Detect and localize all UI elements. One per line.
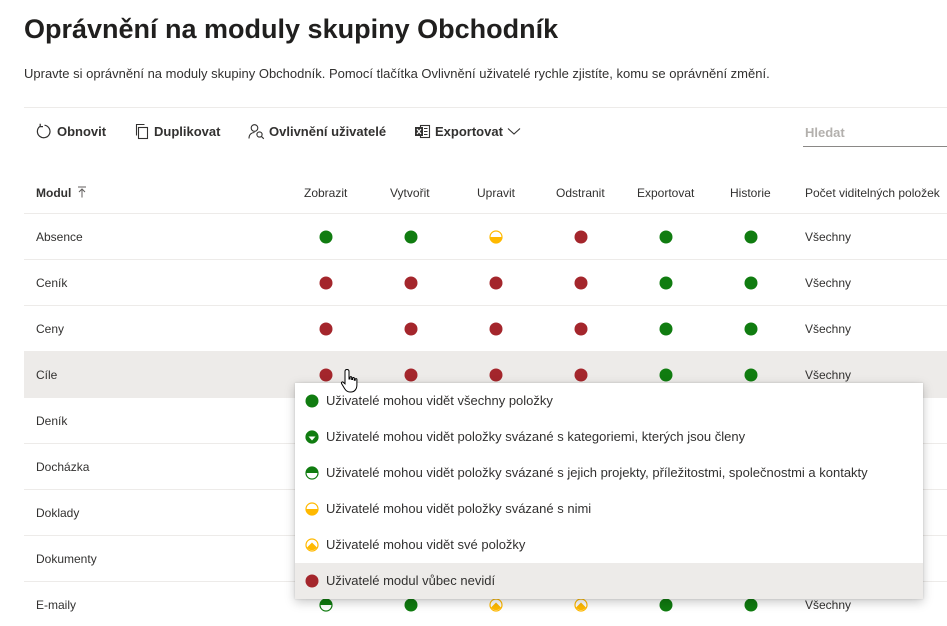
- table-row[interactable]: Absence Všechny: [24, 214, 947, 260]
- permission-delete-icon[interactable]: [574, 322, 588, 336]
- permission-export-icon[interactable]: [659, 276, 673, 290]
- page-description: Upravte si oprávnění na moduly skupiny O…: [24, 66, 770, 81]
- dropdown-option[interactable]: Uživatelé mohou vidět všechny položky: [295, 383, 923, 419]
- permission-view-icon[interactable]: [319, 230, 333, 244]
- toolbar: Obnovit Duplikovat Ovlivnění uživatelé E…: [24, 107, 947, 153]
- permission-history-icon[interactable]: [744, 598, 758, 612]
- module-name: Ceník: [36, 276, 68, 290]
- dropdown-option-label: Uživatelé mohou vidět položky svázané s …: [326, 429, 746, 444]
- sort-ascending-icon: [77, 186, 86, 198]
- duplicate-button[interactable]: Duplikovat: [134, 120, 220, 142]
- grid-header: Modul Zobrazit Vytvořit Upravit Odstrani…: [24, 172, 947, 214]
- permission-export-icon[interactable]: [659, 230, 673, 244]
- refresh-button[interactable]: Obnovit: [36, 120, 106, 142]
- column-header-edit[interactable]: Upravit: [477, 186, 516, 200]
- permission-delete-icon[interactable]: [574, 276, 588, 290]
- excel-icon: [415, 124, 431, 138]
- permission-export-icon[interactable]: [659, 322, 673, 336]
- search-box: [803, 118, 947, 147]
- affected-users-label: Ovlivnění uživatelé: [269, 123, 387, 139]
- permission-view-icon[interactable]: [319, 322, 333, 336]
- duplicate-label: Duplikovat: [154, 123, 221, 139]
- column-header-export[interactable]: Exportovat: [637, 186, 695, 200]
- export-label: Exportovat: [435, 123, 503, 139]
- permission-edit-icon[interactable]: [489, 598, 503, 612]
- chevron-down-icon: [507, 128, 521, 135]
- visible-count: Všechny: [805, 322, 852, 336]
- module-name: Deník: [36, 414, 68, 428]
- search-input[interactable]: [803, 118, 947, 146]
- dropdown-option-label: Uživatelé mohou vidět své položky: [326, 537, 526, 552]
- dropdown-option[interactable]: Uživatelé modul vůbec nevidí: [295, 563, 923, 599]
- user-search-icon: [248, 123, 265, 139]
- permission-delete-icon[interactable]: [574, 230, 588, 244]
- module-name: Doklady: [36, 506, 80, 520]
- permission-history-icon[interactable]: [744, 276, 758, 290]
- dropdown-option-label: Uživatelé mohou vidět položky svázané s …: [326, 501, 592, 516]
- dropdown-option[interactable]: Uživatelé mohou vidět položky svázané s …: [295, 491, 923, 527]
- permission-create-icon[interactable]: [404, 598, 418, 612]
- visible-count: Všechny: [805, 598, 852, 612]
- permission-view-icon[interactable]: [319, 368, 333, 382]
- module-name: Dokumenty: [36, 552, 97, 566]
- permission-edit-icon[interactable]: [489, 276, 503, 290]
- permission-create-icon[interactable]: [404, 230, 418, 244]
- column-header-module[interactable]: Modul: [36, 186, 87, 200]
- column-header-history[interactable]: Historie: [730, 186, 771, 200]
- permission-view-icon[interactable]: [319, 276, 333, 290]
- column-header-visible-count[interactable]: Počet viditelných položek: [805, 186, 940, 200]
- affected-users-button[interactable]: Ovlivnění uživatelé: [248, 120, 386, 142]
- module-name: Absence: [36, 230, 83, 244]
- visibility-dropdown: Uživatelé mohou vidět všechny položky Uži…: [295, 383, 923, 599]
- page-title: Oprávnění na moduly skupiny Obchodník: [24, 14, 559, 44]
- dropdown-option-label: Uživatelé modul vůbec nevidí: [326, 573, 496, 588]
- dropdown-option[interactable]: Uživatelé mohou vidět položky svázané s …: [295, 419, 923, 455]
- table-row[interactable]: Ceník Všechny: [24, 260, 947, 306]
- permission-history-icon[interactable]: [744, 322, 758, 336]
- column-header-view[interactable]: Zobrazit: [304, 186, 348, 200]
- permission-view-icon[interactable]: [319, 598, 333, 612]
- table-row[interactable]: E-maily Všechny: [24, 582, 947, 626]
- permission-create-icon[interactable]: [404, 368, 418, 382]
- module-name: E-maily: [36, 598, 77, 612]
- permission-export-icon[interactable]: [659, 598, 673, 612]
- refresh-label: Obnovit: [57, 123, 107, 139]
- dropdown-option-label: Uživatelé mohou vidět položky svázané s …: [326, 465, 868, 480]
- permission-create-icon[interactable]: [404, 276, 418, 290]
- dropdown-option[interactable]: Uživatelé mohou vidět své položky: [295, 527, 923, 563]
- visible-count: Všechny: [805, 368, 852, 382]
- refresh-icon: [36, 123, 51, 138]
- module-name: Cíle: [36, 368, 58, 382]
- module-name: Ceny: [36, 322, 65, 336]
- column-header-module-label: Modul: [36, 186, 72, 200]
- permission-delete-icon[interactable]: [574, 368, 588, 382]
- visible-count: Všechny: [805, 230, 852, 244]
- permission-edit-icon[interactable]: [489, 322, 503, 336]
- permission-history-icon[interactable]: [744, 230, 758, 244]
- permission-history-icon[interactable]: [744, 368, 758, 382]
- permission-edit-icon[interactable]: [489, 230, 503, 244]
- dropdown-option-label: Uživatelé mohou vidět všechny položky: [326, 393, 553, 408]
- permission-export-icon[interactable]: [659, 368, 673, 382]
- permission-edit-icon[interactable]: [489, 368, 503, 382]
- column-header-delete[interactable]: Odstranit: [556, 186, 605, 200]
- dropdown-option[interactable]: Uživatelé mohou vidět položky svázané s …: [295, 455, 923, 491]
- permission-delete-icon[interactable]: [574, 598, 588, 612]
- module-name: Docházka: [36, 460, 90, 474]
- visible-count: Všechny: [805, 276, 852, 290]
- permission-create-icon[interactable]: [404, 322, 418, 336]
- copy-icon: [135, 123, 149, 139]
- export-button[interactable]: Exportovat: [414, 120, 521, 142]
- table-row[interactable]: Ceny Všechny: [24, 306, 947, 352]
- column-header-create[interactable]: Vytvořit: [390, 186, 430, 200]
